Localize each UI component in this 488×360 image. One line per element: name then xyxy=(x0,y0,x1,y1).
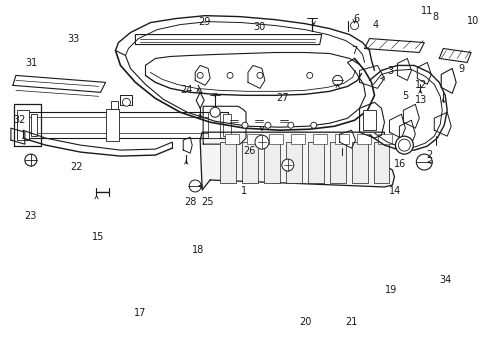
Text: 23: 23 xyxy=(24,211,36,221)
Text: 5: 5 xyxy=(401,91,407,101)
Text: 26: 26 xyxy=(243,145,255,156)
Circle shape xyxy=(310,122,316,128)
Text: 20: 20 xyxy=(299,317,311,327)
Bar xyxy=(242,142,258,183)
Bar xyxy=(268,134,282,144)
Polygon shape xyxy=(13,75,105,92)
Text: 10: 10 xyxy=(467,17,479,27)
Polygon shape xyxy=(200,132,394,190)
Circle shape xyxy=(395,136,412,154)
Text: 4: 4 xyxy=(372,20,378,30)
Text: 7: 7 xyxy=(350,46,357,56)
Bar xyxy=(312,134,326,144)
Text: 3: 3 xyxy=(387,66,393,76)
Text: 32: 32 xyxy=(13,115,25,125)
Text: 8: 8 xyxy=(431,12,438,22)
Circle shape xyxy=(25,154,37,166)
Text: 27: 27 xyxy=(276,93,288,103)
Circle shape xyxy=(281,159,293,171)
Polygon shape xyxy=(11,128,25,144)
Bar xyxy=(208,112,220,138)
Polygon shape xyxy=(195,66,210,85)
Circle shape xyxy=(122,98,130,106)
Text: 22: 22 xyxy=(70,162,82,172)
Bar xyxy=(105,109,119,141)
Circle shape xyxy=(264,122,270,128)
Polygon shape xyxy=(359,66,384,88)
Circle shape xyxy=(242,122,247,128)
Polygon shape xyxy=(364,39,424,53)
Text: 21: 21 xyxy=(345,317,357,327)
Text: 28: 28 xyxy=(184,197,197,207)
Text: 13: 13 xyxy=(414,95,426,105)
Text: 14: 14 xyxy=(388,186,401,196)
Bar xyxy=(285,142,301,183)
Polygon shape xyxy=(397,58,410,80)
Polygon shape xyxy=(440,68,455,93)
Text: 2: 2 xyxy=(426,150,432,160)
Polygon shape xyxy=(203,106,245,144)
Polygon shape xyxy=(433,112,450,136)
Polygon shape xyxy=(438,49,470,62)
Bar xyxy=(17,110,29,140)
Text: 18: 18 xyxy=(192,245,204,255)
Text: 11: 11 xyxy=(420,6,432,16)
Bar xyxy=(31,114,37,136)
Bar xyxy=(378,134,392,144)
Text: 9: 9 xyxy=(457,64,464,74)
Circle shape xyxy=(189,180,201,192)
Polygon shape xyxy=(14,104,41,146)
Text: 12: 12 xyxy=(414,80,426,90)
Text: 30: 30 xyxy=(252,22,264,32)
Circle shape xyxy=(287,122,293,128)
Bar xyxy=(290,134,304,144)
Bar xyxy=(356,134,370,144)
Bar xyxy=(246,134,261,144)
Bar xyxy=(334,134,348,144)
Polygon shape xyxy=(359,102,384,138)
Polygon shape xyxy=(416,62,430,84)
Bar xyxy=(264,142,279,183)
Bar xyxy=(223,114,230,136)
Circle shape xyxy=(306,72,312,78)
Text: 15: 15 xyxy=(92,232,104,242)
Text: 6: 6 xyxy=(353,14,359,24)
Text: 1: 1 xyxy=(241,186,247,196)
Circle shape xyxy=(398,139,409,151)
Text: 16: 16 xyxy=(393,159,406,169)
Bar xyxy=(307,142,323,183)
Circle shape xyxy=(197,72,203,78)
Text: 31: 31 xyxy=(25,58,37,68)
Text: 24: 24 xyxy=(180,85,192,95)
Text: 34: 34 xyxy=(438,275,450,285)
Bar xyxy=(110,101,118,109)
Bar xyxy=(120,95,132,105)
Polygon shape xyxy=(19,112,227,138)
Circle shape xyxy=(210,107,220,117)
Text: 19: 19 xyxy=(384,285,396,296)
Polygon shape xyxy=(403,104,419,128)
Polygon shape xyxy=(399,120,414,144)
Bar xyxy=(362,110,376,130)
Bar xyxy=(329,142,345,183)
Polygon shape xyxy=(388,114,405,138)
Polygon shape xyxy=(247,66,264,88)
Polygon shape xyxy=(339,130,355,148)
Polygon shape xyxy=(183,137,192,153)
Bar xyxy=(373,142,388,183)
Text: 17: 17 xyxy=(133,308,145,318)
Circle shape xyxy=(254,135,268,149)
Bar xyxy=(220,142,236,183)
Circle shape xyxy=(350,22,358,30)
Circle shape xyxy=(332,75,342,85)
Circle shape xyxy=(226,72,233,78)
Polygon shape xyxy=(135,35,321,45)
Circle shape xyxy=(256,72,263,78)
Text: 25: 25 xyxy=(202,197,214,207)
Bar xyxy=(224,134,239,144)
Bar xyxy=(351,142,367,183)
Text: 33: 33 xyxy=(67,35,79,44)
Text: 29: 29 xyxy=(198,17,210,27)
Circle shape xyxy=(415,154,431,170)
